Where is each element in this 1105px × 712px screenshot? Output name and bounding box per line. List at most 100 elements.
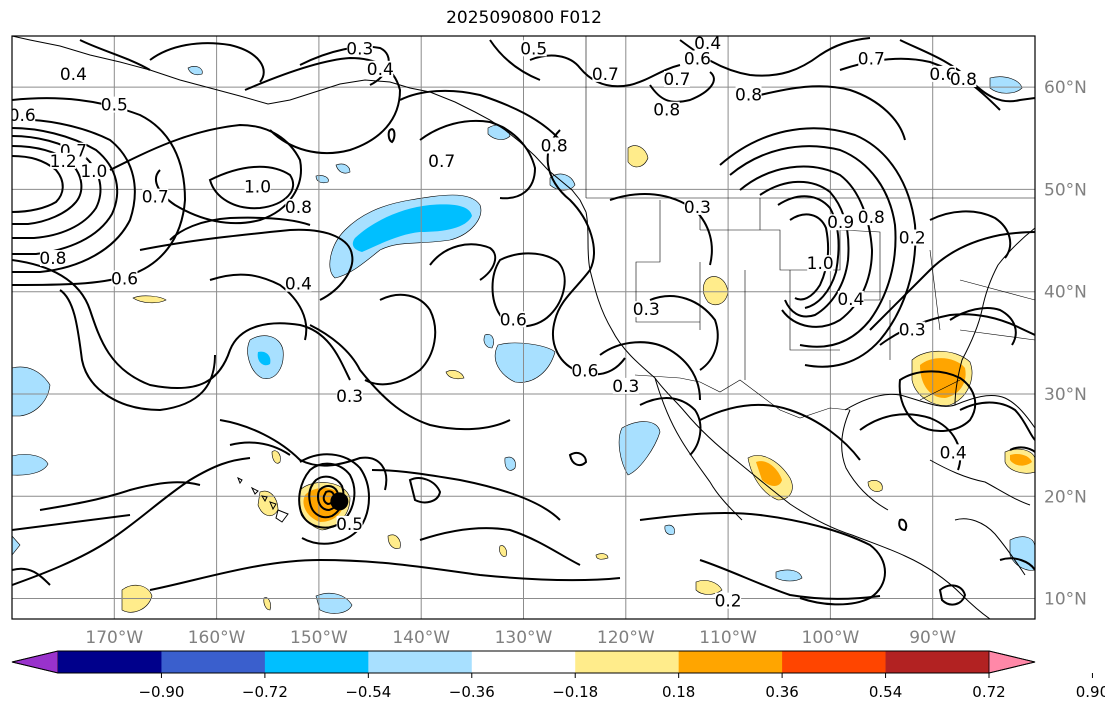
colorbar-tick-label: 0.36 — [765, 683, 798, 701]
colorbar: −0.90 −0.72 −0.54 −0.36 −0.18 0.18 0.36 0.54 0.7… — [11, 650, 1105, 701]
contour-label: 0.4 — [285, 275, 312, 295]
contour-label: 0.5 — [336, 515, 363, 535]
contour-label-bg — [940, 444, 967, 461]
colorbar-segment — [471, 651, 576, 673]
contour-label: 0.4 — [940, 443, 967, 463]
contour-label: 0.8 — [735, 85, 762, 105]
contour-label-bg — [827, 214, 854, 231]
contour-label: 0.5 — [101, 96, 128, 116]
colorbar-extend-low — [11, 650, 59, 674]
longitude-labels: 170°W 160°W 150°W 140°W 130°W 120°W 110°W 100°W… — [85, 628, 956, 648]
contour-label-bg — [142, 188, 169, 205]
contour-label-bg — [684, 50, 711, 67]
contour-label-bg — [336, 515, 363, 532]
contour-label-bg — [899, 321, 926, 338]
contour-label-bg — [101, 96, 128, 113]
contour-label-bg — [592, 65, 619, 82]
contour-label: 0.3 — [684, 198, 711, 218]
contour-label-bg — [367, 60, 394, 77]
colorbar-tick-label: −0.54 — [345, 683, 391, 701]
contour-label: 0.3 — [612, 377, 639, 397]
colorbar-tick-label: −0.36 — [449, 683, 495, 701]
longitude-tick-label: 130°W — [495, 628, 553, 648]
contour-label: 0.6 — [500, 310, 527, 330]
contour-label: 0.4 — [367, 60, 394, 80]
contour-label-bg — [950, 71, 977, 88]
contour-label-bg — [858, 209, 885, 226]
contour-label: 0.8 — [285, 198, 312, 218]
colorbar-segment — [58, 651, 162, 673]
colorbar-segment — [782, 651, 887, 673]
contour-label: 1.0 — [807, 254, 834, 274]
colorbar-tick-label: −0.90 — [138, 683, 184, 701]
contour-label-bg — [428, 152, 455, 169]
contour-label-bg — [858, 50, 885, 67]
latitude-tick-label: 40°N — [1044, 283, 1087, 303]
colorbar-tick-label: −0.18 — [552, 683, 598, 701]
colorbar-tick-label: 0.72 — [972, 683, 1005, 701]
colorbar-segment — [885, 651, 990, 673]
contour-label-bg — [346, 40, 373, 57]
latitude-tick-label: 30°N — [1044, 385, 1087, 405]
latitude-labels: 60°N 50°N 40°N 30°N 20°N 10°N — [1044, 78, 1087, 609]
colorbar-segment — [264, 651, 369, 673]
longitude-tick-label: 110°W — [699, 628, 757, 648]
contour-label-bg — [663, 71, 690, 88]
contour-label: 1.2 — [50, 152, 77, 172]
contour-label-bg — [520, 40, 547, 57]
contour-label: 0.6 — [929, 65, 956, 85]
colorbar-segment — [575, 651, 680, 673]
map-frame — [11, 35, 1036, 620]
contour-label-bg — [899, 229, 926, 246]
longitude-tick-label: 90°W — [909, 628, 956, 648]
latitude-tick-label: 50°N — [1044, 180, 1087, 200]
colorbar-segment — [678, 651, 783, 673]
contour-label-bg — [807, 255, 834, 272]
latitude-tick-label: 20°N — [1044, 487, 1087, 507]
longitude-tick-label: 140°W — [392, 628, 450, 648]
contour-label-bg — [50, 152, 77, 169]
contour-label: 0.7 — [663, 70, 690, 90]
contour-label: 0.2 — [715, 592, 742, 612]
contour-label: 0.2 — [899, 229, 926, 249]
longitude-tick-label: 170°W — [85, 628, 143, 648]
contour-label-bg — [541, 137, 568, 154]
contour-label: 0.7 — [142, 188, 169, 208]
longitude-tick-label: 160°W — [188, 628, 246, 648]
map-title: 2025090800 F012 — [446, 8, 602, 28]
contour-label-bg — [735, 86, 762, 103]
contour-label-bg — [837, 290, 864, 307]
longitude-tick-label: 120°W — [597, 628, 655, 648]
latitude-tick-label: 60°N — [1044, 78, 1087, 98]
contour-label-bg — [12, 106, 36, 123]
contour-label: 0.6 — [571, 362, 598, 382]
contour-label-bg — [111, 270, 138, 287]
longitude-tick-label: 150°W — [290, 628, 348, 648]
latitude-tick-label: 10°N — [1044, 590, 1087, 610]
colorbar-tick-label: 0.18 — [662, 683, 695, 701]
hawaiian-islands — [237, 476, 289, 523]
contour-labels: 0.40.50.60.71.21.00.70.80.60.30.41.00.80… — [9, 36, 977, 612]
contour-label: 0.5 — [520, 39, 547, 59]
contour-label: 0.4 — [837, 290, 864, 310]
contour-label: 1.0 — [244, 177, 271, 197]
contour-label: 1.0 — [80, 162, 107, 182]
colorbar-outline — [11, 650, 1036, 674]
strong-negative-anomaly-shading — [257, 204, 472, 366]
contour-label: 0.3 — [633, 300, 660, 320]
contour-label: 0.4 — [60, 65, 87, 85]
contour-label: 0.6 — [9, 106, 36, 126]
contour-label: 0.9 — [827, 213, 854, 233]
contour-label: 0.6 — [684, 50, 711, 70]
longitude-tick-label: 100°W — [802, 628, 860, 648]
storm-center-marker — [330, 492, 349, 511]
contour-label-bg — [244, 178, 271, 195]
contour-label: 0.8 — [950, 70, 977, 90]
contour-label-bg — [612, 377, 639, 394]
contour-label-bg — [694, 36, 721, 52]
contour-label: 0.3 — [346, 39, 373, 59]
contour-label: 0.7 — [592, 65, 619, 85]
colorbar-segment — [368, 651, 473, 673]
colorbar-tick-label: 0.54 — [869, 683, 902, 701]
